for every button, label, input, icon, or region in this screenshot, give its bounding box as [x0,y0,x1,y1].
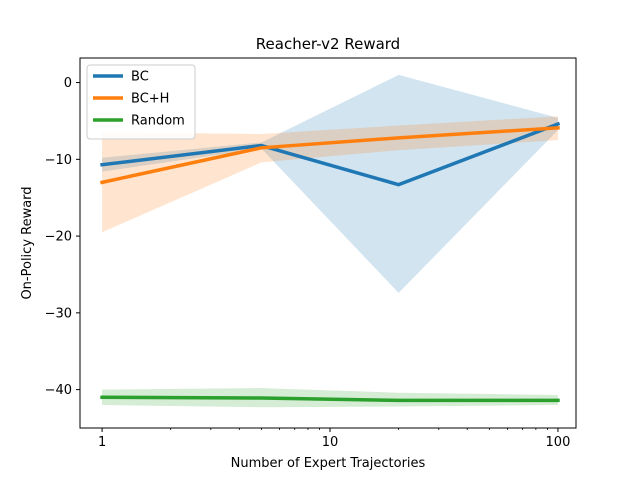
x-tick-label: 1 [98,435,106,450]
y-axis: 0 −10 −20 −30 −40 [45,76,80,398]
band-bc [102,74,558,293]
x-axis-title: Number of Expert Trajectories [231,456,426,471]
legend-label: Random [131,114,185,129]
y-tick-label: 0 [64,76,72,91]
series-lines [100,121,561,403]
line-random [100,395,560,403]
y-tick-label: −20 [45,230,72,245]
y-tick-label: −40 [45,383,72,398]
x-tick-label: 100 [546,435,571,450]
x-tick-label: 10 [322,435,339,450]
chart-title: Reacher-v2 Reward [256,35,400,53]
y-axis-title: On-Policy Reward [20,186,35,299]
line-bc [100,121,561,187]
line-bc-h [100,125,560,185]
band-bc-h [102,116,558,233]
y-tick-label: −10 [45,153,72,168]
x-axis: 1 10 100 [98,428,570,450]
plot-frame [79,57,577,429]
legend: BC BC+H Random [86,64,196,140]
legend-label: BC+H [131,92,169,107]
y-tick-label: −30 [45,306,72,321]
legend-label: BC [131,70,149,85]
